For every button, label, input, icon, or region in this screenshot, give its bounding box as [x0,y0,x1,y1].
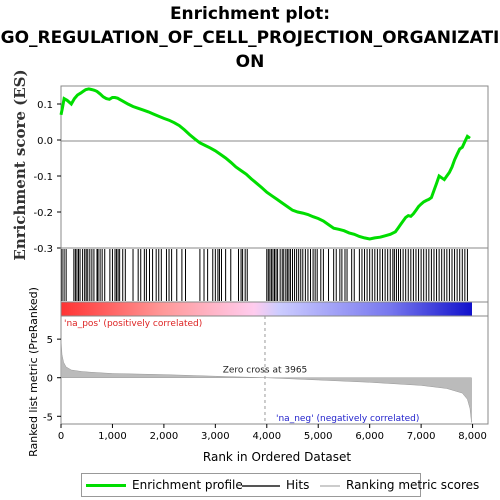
enrichment-profile-line [59,87,471,241]
chart-title-line-2: GO_REGULATION_OF_CELL_PROJECTION_ORGANIZ… [0,28,500,48]
legend-label-hits: Hits [286,478,310,492]
rank-color-bar [61,302,472,316]
metric-ytick-label: 5 [47,335,53,346]
metric-axis-label: Ranked list metric (PreRanked) [27,287,40,457]
legend-item-hits: Hits [242,478,309,492]
legend-item-ranking-metric: Ranking metric scores [320,478,479,492]
x-tick-label: 7,000 [407,431,436,442]
legend-swatch-hits [242,484,280,487]
es-ytick-label: 0.0 [37,136,53,147]
legend-label-ranking: Ranking metric scores [346,478,480,492]
es-ytick-label: -0.3 [33,244,53,255]
legend-swatch-enrichment [86,484,126,487]
es-panel-frame [60,85,489,249]
x-tick-label: 5,000 [304,431,333,442]
es-ytick-label: -0.1 [33,172,53,183]
zero-cross-label: Zero cross at 3965 [223,366,308,376]
ranking-metric-area [60,339,472,423]
es-ytick-label: 0.1 [37,100,53,111]
x-axis-label: Rank in Ordered Dataset [203,450,351,464]
x-tick-label: 6,000 [355,431,384,442]
x-tick-label: 3,000 [201,431,230,442]
positive-correlated-label: 'na_pos' (positively correlated) [64,319,202,329]
chart-title-line-1: Enrichment plot: [169,4,331,24]
legend-label-enrichment: Enrichment profile [132,478,243,492]
x-tick-label: 0 [58,431,64,442]
x-tick-label: 8,000 [458,431,487,442]
metric-ytick-label: 0 [47,374,53,385]
es-axis-label: Enrichment score (ES) [11,69,29,260]
x-tick-label: 4,000 [252,431,281,442]
es-ytick-label: -0.2 [33,208,53,219]
x-tick-label: 1,000 [98,431,127,442]
legend-swatch-ranking [320,484,340,487]
x-tick-label: 2,000 [150,431,179,442]
negative-correlated-label: 'na_neg' (negatively correlated) [276,414,419,424]
legend-item-enrichment-profile: Enrichment profile [86,478,243,492]
enrichment-plot: 0.1 0.0 -0.1 -0.2 -0.3 5 0 -5 0 1,000 2,000 3,000… [11,69,489,464]
chart-title-line-3: ON [235,52,265,72]
legend: Enrichment profile Hits Ranking metric s… [81,473,479,497]
metric-ytick-label: -5 [43,412,53,423]
